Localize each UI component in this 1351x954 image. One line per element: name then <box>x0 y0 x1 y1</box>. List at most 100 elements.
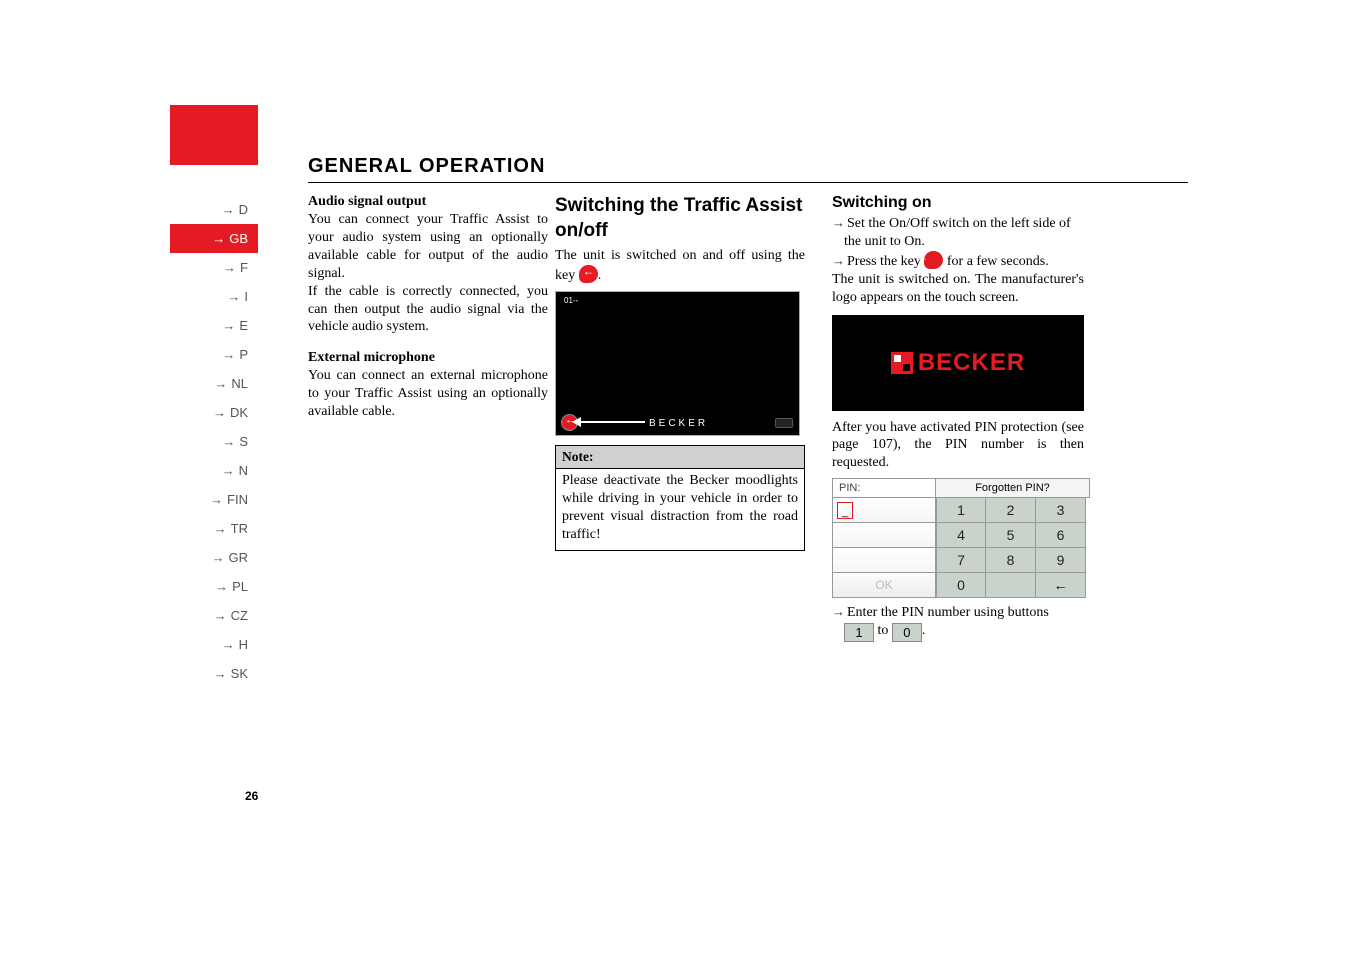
keypad-2[interactable]: 2 <box>986 498 1036 523</box>
switching-on-heading: Switching on <box>832 194 1084 212</box>
moodlight-right-button <box>775 418 793 428</box>
external-mic-body: You can connect an external microphone t… <box>308 367 548 421</box>
step-3: →Enter the PIN number using buttons <box>832 604 1084 622</box>
step-3-chips: 1 to 0. <box>832 622 1084 642</box>
moodlight-callout-line <box>578 421 645 423</box>
pin-pad-screenshot: PIN: Forgotten PIN? _ 1 2 3 4 5 6 <box>832 478 1090 598</box>
lang-d[interactable]: →D <box>170 195 258 224</box>
audio-signal-heading: Audio signal output <box>308 194 548 210</box>
keypad-6[interactable]: 6 <box>1036 523 1086 548</box>
lang-label: N <box>239 463 248 478</box>
header-rule <box>308 182 1188 183</box>
lang-nl[interactable]: →NL <box>170 369 258 398</box>
switching-on-body3: After you have activated PIN protection … <box>832 419 1084 473</box>
lang-label: H <box>239 637 248 652</box>
keypad-7[interactable]: 7 <box>936 548 986 573</box>
step2-a: Press the key <box>847 254 924 269</box>
column-3: Switching on →Set the On/Off switch on t… <box>832 194 1084 642</box>
lang-sk[interactable]: →SK <box>170 659 258 688</box>
step3-b: . <box>922 623 926 638</box>
keypad-9[interactable]: 9 <box>1036 548 1086 573</box>
lang-label: GR <box>229 550 249 565</box>
lang-label: DK <box>230 405 248 420</box>
lang-s[interactable]: →S <box>170 427 258 456</box>
lang-label: SK <box>231 666 248 681</box>
lang-label: PL <box>232 579 248 594</box>
lang-cz[interactable]: →CZ <box>170 601 258 630</box>
lang-label: CZ <box>231 608 248 623</box>
lang-p[interactable]: →P <box>170 340 258 369</box>
becker-logo-icon <box>891 352 913 374</box>
step-2: →Press the key for a few seconds. <box>832 251 1084 271</box>
keypad-5[interactable]: 5 <box>986 523 1036 548</box>
to-text: to <box>874 623 892 638</box>
note-body: Please deactivate the Becker moodlights … <box>556 469 804 550</box>
chip-1: 1 <box>844 623 874 642</box>
lang-label: D <box>239 202 248 217</box>
lang-i[interactable]: →I <box>170 282 258 311</box>
switching-onoff-heading: Switching the Traffic Assist on/off <box>555 194 805 243</box>
power-key-icon <box>924 251 943 269</box>
lang-n[interactable]: →N <box>170 456 258 485</box>
step-1: →Set the On/Off switch on the left side … <box>832 215 1084 251</box>
pin-display-blank <box>832 548 936 573</box>
column-1: Audio signal output You can connect your… <box>308 194 548 421</box>
lang-e[interactable]: →E <box>170 311 258 340</box>
page-number: 26 <box>245 789 258 803</box>
step-arrow-icon: → <box>832 253 845 268</box>
audio-signal-body-1: You can connect your Traffic Assist to y… <box>308 211 548 283</box>
switching-on-body2: The unit is switched on. The manufacture… <box>832 271 1084 307</box>
pin-display: _ <box>832 498 936 523</box>
moodlight-callout-arrow <box>572 417 581 427</box>
step3-a: Enter the PIN number using buttons <box>847 605 1049 620</box>
lang-label: F <box>240 260 248 275</box>
keypad-1[interactable]: 1 <box>936 498 986 523</box>
pin-label: PIN: <box>832 478 936 498</box>
lang-label: NL <box>231 376 248 391</box>
pin-display-blank <box>832 523 936 548</box>
moodlight-brand: BECKER <box>649 418 708 429</box>
step-arrow-icon: → <box>832 215 845 230</box>
lang-label: GB <box>229 231 248 246</box>
note-box: Note: Please deactivate the Becker moodl… <box>555 445 805 551</box>
lang-label: P <box>239 347 248 362</box>
header-red-block <box>170 105 258 165</box>
step-arrow-icon: → <box>832 604 845 619</box>
header-arrows: →→→ <box>232 157 280 178</box>
keypad-4[interactable]: 4 <box>936 523 986 548</box>
pin-cursor: _ <box>837 502 853 519</box>
column-2: Switching the Traffic Assist on/off The … <box>555 194 805 551</box>
forgotten-pin-button[interactable]: Forgotten PIN? <box>936 478 1090 498</box>
lang-h[interactable]: →H <box>170 630 258 659</box>
switch-text-b: . <box>598 268 602 283</box>
lang-gb[interactable]: →GB <box>170 224 258 253</box>
switching-onoff-body: The unit is switched on and off using th… <box>555 247 805 285</box>
chip-0: 0 <box>892 623 922 642</box>
lang-label: I <box>244 289 248 304</box>
keypad-0[interactable]: 0 <box>936 573 986 598</box>
chapter-title: GENERAL OPERATION <box>308 155 545 178</box>
lang-label: FIN <box>227 492 248 507</box>
lang-gr[interactable]: →GR <box>170 543 258 572</box>
moodlight-time: 01-- <box>564 296 578 305</box>
language-nav: →D →GB →F →I →E →P →NL →DK →S →N →FIN →T… <box>170 195 258 688</box>
keypad-blank <box>986 573 1036 598</box>
power-key-icon <box>579 265 598 283</box>
external-mic-heading: External microphone <box>308 350 548 366</box>
lang-f[interactable]: →F <box>170 253 258 282</box>
keypad-8[interactable]: 8 <box>986 548 1036 573</box>
becker-logo-text: BECKER <box>918 349 1025 377</box>
lang-pl[interactable]: →PL <box>170 572 258 601</box>
step1-text: Set the On/Off switch on the left side o… <box>844 216 1071 249</box>
lang-fin[interactable]: →FIN <box>170 485 258 514</box>
lang-label: TR <box>231 521 248 536</box>
keypad-3[interactable]: 3 <box>1036 498 1086 523</box>
pin-ok-button[interactable]: OK <box>832 573 936 598</box>
lang-tr[interactable]: →TR <box>170 514 258 543</box>
keypad-backspace[interactable]: ← <box>1036 573 1086 598</box>
becker-logo-screenshot: BECKER <box>832 315 1084 411</box>
note-heading: Note: <box>556 446 804 469</box>
lang-label: E <box>239 318 248 333</box>
lang-dk[interactable]: →DK <box>170 398 258 427</box>
audio-signal-body-2: If the cable is correctly connected, you… <box>308 283 548 337</box>
